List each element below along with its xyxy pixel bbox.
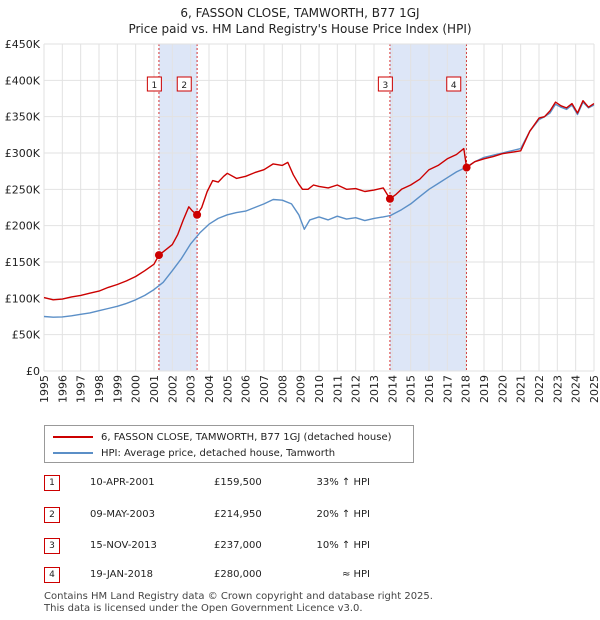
y-tick-label: £100K [5, 292, 41, 305]
price-chart: 1 2 3 4 £0 £50K £100K £150K £200K £250K £300K £350… [5, 38, 600, 403]
x-tick-label: 2015 [405, 375, 418, 403]
legend-swatch-red [53, 436, 93, 438]
transaction-price: £237,000 [214, 540, 262, 551]
x-tick-label: 2005 [221, 375, 234, 403]
y-tick-label: £450K [5, 38, 41, 51]
legend-label-red: 6, FASSON CLOSE, TAMWORTH, B77 1GJ (deta… [101, 431, 392, 443]
transaction-date: 15-NOV-2013 [90, 540, 157, 551]
x-tick-label: 2001 [148, 375, 161, 403]
y-tick-label: £150K [5, 256, 41, 269]
transaction-number: 3 [44, 538, 60, 554]
x-tick-label: 2023 [551, 375, 564, 403]
y-tick-label: £300K [5, 147, 41, 160]
sale-point-4 [462, 163, 471, 172]
transaction-price: £214,950 [214, 509, 262, 520]
footer-licence: This data is licensed under the Open Gov… [44, 603, 363, 614]
sale-label-box [146, 76, 162, 92]
transaction-date: 19-JAN-2018 [90, 569, 154, 580]
transaction-date: 10-APR-2001 [90, 477, 155, 488]
grid-lines [43, 43, 595, 372]
transaction-row-2: 2 09-MAY-2003 £214,950 20% ↑ HPI [44, 507, 404, 525]
legend-swatch-blue [53, 452, 93, 454]
transaction-number: 2 [44, 507, 60, 523]
y-tick-label: £350K [5, 111, 41, 124]
transaction-number: 4 [44, 567, 60, 583]
axis-labels: £0 £50K £100K £150K £200K £250K £300K £350K £400… [5, 38, 600, 403]
y-tick-label: £250K [5, 183, 41, 196]
x-tick-label: 2025 [588, 375, 600, 403]
sale-point-1 [154, 251, 163, 260]
x-tick-label: 2013 [368, 375, 381, 403]
sale-label-box [377, 76, 393, 92]
y-tick-label: £0 [26, 365, 40, 378]
x-tick-label: 2021 [515, 375, 528, 403]
x-tick-label: 2000 [130, 375, 143, 403]
legend: 6, FASSON CLOSE, TAMWORTH, B77 1GJ (deta… [44, 425, 414, 463]
x-tick-label: 2004 [203, 375, 216, 403]
legend-label-blue: HPI: Average price, detached house, Tamw… [101, 447, 336, 459]
transaction-row-3: 3 15-NOV-2013 £237,000 10% ↑ HPI [44, 538, 404, 556]
x-tick-label: 2008 [276, 375, 289, 403]
shaded-range-1 [158, 44, 198, 371]
transaction-hpi: 33% ↑ HPI [316, 477, 370, 488]
legend-item-blue: HPI: Average price, detached house, Tamw… [53, 446, 335, 460]
transaction-price: £280,000 [214, 569, 262, 580]
x-tick-label: 2002 [166, 375, 179, 403]
x-tick-label: 2016 [423, 375, 436, 403]
x-tick-label: 1996 [56, 375, 69, 403]
x-tick-label: 1999 [111, 375, 124, 403]
sale-point-2 [193, 210, 202, 219]
property-price-line [43, 99, 595, 301]
x-tick-label: 2018 [460, 375, 473, 403]
x-tick-label: 2022 [533, 375, 546, 403]
x-tick-label: 2024 [570, 375, 583, 403]
shaded-range-2 [389, 44, 467, 371]
sale-label-text: 4 [451, 81, 457, 91]
chart-title-line2: Price paid vs. HM Land Registry's House … [128, 22, 472, 36]
sale-label-text: 3 [382, 81, 388, 91]
x-tick-label: 2019 [478, 375, 491, 403]
x-tick-label: 2020 [496, 375, 509, 403]
y-tick-label: £400K [5, 74, 41, 87]
sale-markers: 1 2 3 4 [146, 76, 471, 260]
sale-label-box [446, 76, 462, 92]
x-tick-label: 2007 [258, 375, 271, 403]
transaction-row-4: 4 19-JAN-2018 £280,000 ≈ HPI [44, 567, 404, 585]
x-tick-label: 2006 [240, 375, 253, 403]
footer-copyright: Contains HM Land Registry data © Crown c… [44, 591, 433, 602]
legend-item-red: 6, FASSON CLOSE, TAMWORTH, B77 1GJ (deta… [53, 430, 392, 444]
series-lines [43, 99, 595, 318]
sale-label-box [176, 76, 192, 92]
sale-label-text: 2 [181, 81, 187, 91]
y-tick-label: £200K [5, 220, 41, 233]
transaction-hpi: 10% ↑ HPI [316, 540, 370, 551]
transaction-price: £159,500 [214, 477, 262, 488]
sale-label-text: 1 [151, 81, 157, 91]
shaded-ranges [158, 44, 467, 371]
transaction-date: 09-MAY-2003 [90, 509, 156, 520]
x-tick-label: 2011 [331, 375, 344, 403]
transaction-number: 1 [44, 475, 60, 491]
chart-title-line1: 6, FASSON CLOSE, TAMWORTH, B77 1GJ [180, 6, 420, 20]
x-tick-label: 2009 [295, 375, 308, 403]
transaction-hpi: ≈ HPI [341, 569, 370, 580]
transaction-hpi: 20% ↑ HPI [316, 509, 370, 520]
x-tick-label: 2010 [313, 375, 326, 403]
x-tick-label: 1998 [93, 375, 106, 403]
x-tick-label: 1995 [38, 375, 51, 403]
transaction-row-1: 1 10-APR-2001 £159,500 33% ↑ HPI [44, 475, 404, 493]
y-tick-label: £50K [12, 329, 41, 342]
x-tick-label: 2014 [386, 375, 399, 403]
sale-point-3 [385, 194, 394, 203]
x-tick-label: 2017 [441, 375, 454, 403]
x-tick-label: 2003 [185, 375, 198, 403]
x-tick-label: 2012 [350, 375, 363, 403]
x-tick-label: 1997 [75, 375, 88, 403]
